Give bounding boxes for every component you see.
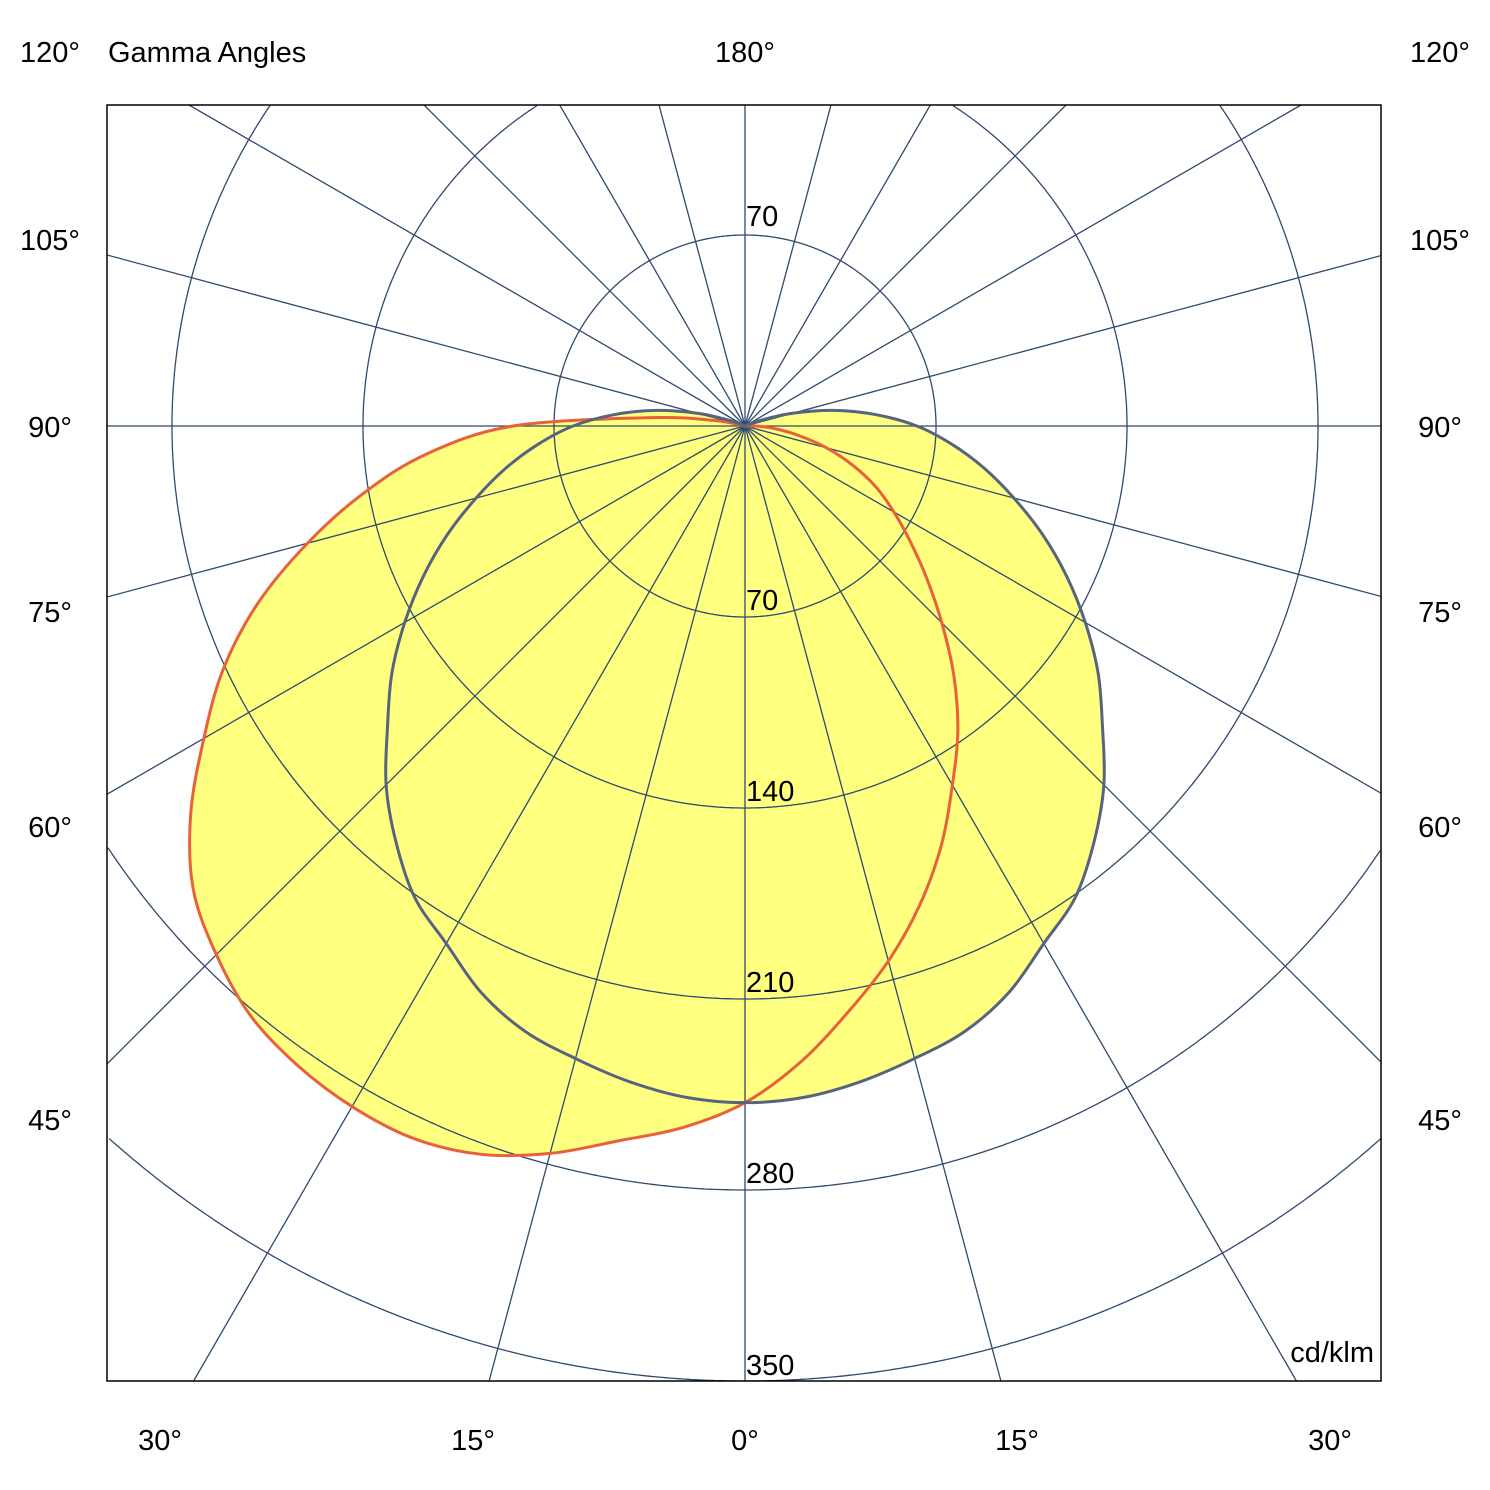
grid-ray xyxy=(107,425,746,795)
angle-label-bottom: 30° xyxy=(1308,1425,1352,1457)
angle-label-right: 90° xyxy=(1418,412,1462,444)
series-curve-1 xyxy=(384,408,1106,1105)
grid-ray xyxy=(107,425,746,1065)
plot-frame xyxy=(106,104,1382,1382)
grid-ray xyxy=(488,425,746,1381)
polar-grid xyxy=(107,105,1381,1381)
angle-label-left: 60° xyxy=(28,812,72,844)
grid-ray xyxy=(188,105,746,427)
radial-tick-label: 70 xyxy=(746,201,778,233)
angle-label-right: 75° xyxy=(1418,597,1462,629)
radial-tick-label: 210 xyxy=(746,967,794,999)
grid-ray xyxy=(744,425,1381,794)
angle-label-left: 45° xyxy=(28,1105,72,1137)
radial-tick-label: 70 xyxy=(746,585,778,617)
angle-label-top: 180° xyxy=(715,37,775,69)
angle-label-right: 60° xyxy=(1418,812,1462,844)
grid-circle xyxy=(108,1138,745,1381)
grid-ray xyxy=(744,425,1381,1063)
grid-ray xyxy=(744,105,931,427)
angle-label-left: 90° xyxy=(28,412,72,444)
intensity-curves xyxy=(188,408,1106,1158)
grid-ray xyxy=(744,105,1302,427)
grid-circle xyxy=(362,105,745,809)
grid-circle xyxy=(107,847,745,1191)
angle-label-right: 120° xyxy=(1410,37,1470,69)
radial-tick-label: 140 xyxy=(746,776,794,808)
grid-circle xyxy=(745,850,1381,1191)
chart-title: Gamma Angles xyxy=(108,37,306,69)
grid-circle xyxy=(745,105,1128,809)
grid-ray xyxy=(423,105,746,427)
series-curve-0 xyxy=(188,415,960,1158)
angle-label-right: 105° xyxy=(1410,225,1470,257)
angle-label-bottom: 15° xyxy=(451,1425,495,1457)
angle-label-right: 45° xyxy=(1418,1105,1462,1137)
angle-label-bottom: 30° xyxy=(138,1425,182,1457)
unit-label: cd/klm xyxy=(1290,1337,1374,1369)
angle-label-bottom: 0° xyxy=(731,1425,759,1457)
grid-ray xyxy=(658,105,746,427)
grid-ray xyxy=(107,425,746,598)
radial-tick-label: 280 xyxy=(746,1158,794,1190)
angle-label-left: 120° xyxy=(20,37,80,69)
grid-ray xyxy=(744,105,1067,427)
grid-ray xyxy=(744,254,1381,427)
grid-circle xyxy=(745,105,1319,1000)
angle-label-left: 105° xyxy=(20,225,80,257)
grid-ray xyxy=(744,425,1381,598)
angle-label-bottom: 15° xyxy=(995,1425,1039,1457)
grid-ray xyxy=(744,425,1002,1381)
grid-circle xyxy=(745,1138,1381,1381)
radial-tick-label: 350 xyxy=(746,1350,794,1382)
grid-ray xyxy=(744,105,832,427)
grid-ray xyxy=(107,254,746,427)
grid-ray xyxy=(744,425,1297,1381)
angle-label-left: 75° xyxy=(28,597,72,629)
grid-ray xyxy=(559,105,746,427)
grid-circle xyxy=(171,105,745,1000)
grid-ray xyxy=(193,425,746,1381)
